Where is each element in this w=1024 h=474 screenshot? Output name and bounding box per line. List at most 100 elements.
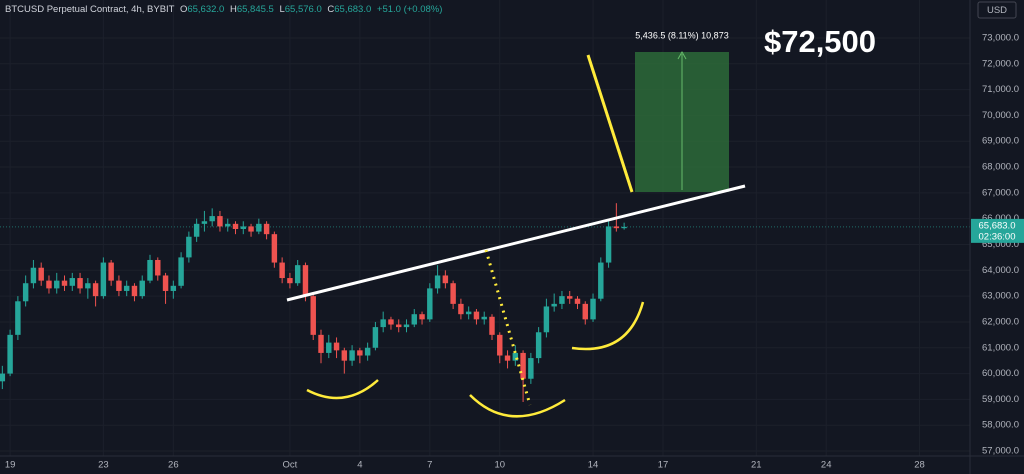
candle-body	[248, 226, 254, 232]
candle-body	[621, 226, 627, 229]
candle-body	[131, 285, 138, 297]
candle-body	[473, 311, 480, 320]
candle-body	[605, 226, 612, 263]
candle-body	[357, 350, 363, 356]
key: L	[279, 4, 284, 15]
candle-body	[170, 285, 177, 291]
candle-body	[46, 280, 52, 289]
measure-label: 5,436.5 (8.11%) 10,873	[635, 30, 728, 40]
candle-body	[61, 280, 68, 286]
candle-body	[294, 265, 301, 284]
x-tick-label: 24	[821, 460, 832, 471]
candle-body	[38, 267, 44, 281]
candle-body	[528, 358, 534, 379]
candle-body	[116, 280, 122, 291]
candle-body	[543, 306, 550, 333]
x-tick-label: 28	[914, 460, 925, 471]
candle-body	[341, 350, 348, 361]
y-tick-label: 65,000.0	[982, 239, 1019, 250]
x-tick-label: 17	[658, 460, 669, 471]
candle-body	[489, 316, 495, 335]
candle-body	[512, 352, 519, 361]
currency: USD	[987, 5, 1007, 16]
y-tick-label: 66,000.0	[982, 213, 1019, 224]
candle-body	[310, 296, 316, 335]
candle-body	[403, 324, 410, 328]
y-tick-label: 61,000.0	[982, 342, 1019, 353]
candle-body	[520, 352, 526, 379]
candle-body	[411, 314, 417, 325]
candle-body	[598, 262, 604, 299]
last-price-box	[971, 218, 1024, 243]
value: 65,576.0	[285, 4, 322, 15]
value: 65,845.5	[237, 4, 274, 15]
candle-body	[302, 265, 309, 297]
candle-body	[263, 223, 270, 235]
y-tick-label: 62,000.0	[982, 316, 1019, 327]
y-tick-label: 58,000.0	[982, 420, 1019, 431]
yellow-line	[586, 54, 634, 193]
candle-body	[193, 223, 200, 237]
candle-body	[69, 278, 76, 286]
candle-body	[427, 288, 433, 320]
candle-body	[0, 373, 6, 382]
y-tick-label: 73,000.0	[982, 32, 1019, 43]
countdown: 02:36:00	[979, 231, 1016, 242]
candle-body	[147, 259, 153, 281]
candle-body	[326, 342, 332, 353]
candle-body	[504, 355, 511, 361]
candle-body	[450, 283, 456, 304]
candle-body	[349, 350, 355, 361]
key: C	[327, 4, 334, 15]
candle-body	[271, 234, 278, 263]
candle-body	[108, 262, 114, 281]
candle-body	[217, 216, 223, 227]
candle-body	[232, 223, 239, 229]
y-tick-label: 59,000.0	[982, 394, 1019, 405]
y-tick-label: 67,000.0	[982, 187, 1019, 198]
last-price: 65,683.0 02:36:00	[971, 218, 1024, 243]
key: H	[230, 4, 237, 15]
key: O	[180, 4, 187, 15]
trend-line	[286, 184, 746, 302]
candle-body	[30, 267, 37, 284]
candle-body	[396, 324, 402, 328]
candle-body	[419, 314, 425, 320]
candle-body	[209, 216, 215, 222]
x-tick-label: 21	[751, 460, 762, 471]
target-label: $72,500	[764, 24, 876, 59]
symbol: BTCUSD Perpetual Contract, 4h, BYBIT	[5, 4, 175, 15]
candle-body	[590, 298, 596, 320]
candle-body	[92, 283, 99, 297]
x-tick-label: 7	[427, 460, 432, 471]
shoulder-curve	[571, 301, 645, 351]
candle-body	[155, 259, 161, 276]
currency-box[interactable]	[977, 1, 1017, 19]
candle-body	[551, 303, 557, 307]
y-tick-label: 69,000.0	[982, 136, 1019, 147]
candle-body	[178, 257, 184, 286]
candle-body	[388, 319, 394, 325]
y-tick-label: 71,000.0	[982, 84, 1019, 95]
candle-body	[333, 342, 340, 351]
candle-body	[318, 334, 324, 353]
candle-body	[559, 296, 565, 304]
change: +51.0 (+0.08%)	[377, 4, 443, 15]
candle-body	[380, 319, 386, 328]
dotted-line	[484, 249, 532, 406]
last-price-label: 65,683.0	[979, 220, 1016, 231]
candle-body	[186, 236, 192, 258]
candle-body	[256, 223, 262, 232]
candle-body	[566, 296, 573, 299]
legend-header: BTCUSD Perpetual Contract, 4h, BYBIT O65…	[5, 4, 442, 15]
shoulder-curve	[306, 379, 379, 400]
candle-body	[535, 332, 542, 359]
candle-body	[372, 327, 379, 348]
candle-body	[139, 280, 145, 297]
candle-body	[54, 280, 60, 289]
candle-body	[15, 301, 21, 335]
value: 65,632.0	[187, 4, 224, 15]
